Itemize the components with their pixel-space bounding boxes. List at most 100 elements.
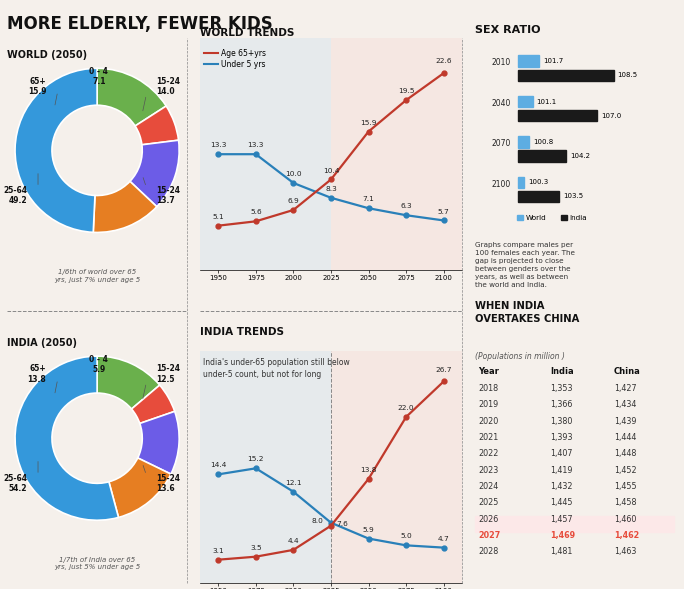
Text: 2040: 2040: [491, 99, 510, 108]
Text: 101.7: 101.7: [543, 58, 564, 64]
Text: 4.4: 4.4: [287, 538, 299, 544]
Text: 25-64
49.2: 25-64 49.2: [3, 186, 27, 205]
Text: 15.2: 15.2: [248, 456, 264, 462]
Text: 1,427: 1,427: [614, 384, 637, 393]
Wedge shape: [137, 411, 179, 474]
Wedge shape: [135, 106, 179, 145]
Text: 15-24
13.6: 15-24 13.6: [156, 474, 180, 493]
Bar: [518, 70, 614, 81]
Text: 100.3: 100.3: [528, 179, 548, 186]
Text: WORLD (2050): WORLD (2050): [7, 50, 87, 60]
Text: 5.1: 5.1: [212, 214, 224, 220]
Text: 1,439: 1,439: [614, 416, 637, 425]
Bar: [518, 136, 529, 148]
Text: 2022: 2022: [479, 449, 499, 458]
Wedge shape: [97, 68, 166, 126]
Text: 1,353: 1,353: [550, 384, 573, 393]
Legend: Age 65+yrs, Under 5 yrs: Age 65+yrs, Under 5 yrs: [204, 49, 266, 68]
Text: INDIA TRENDS: INDIA TRENDS: [200, 327, 285, 336]
Text: 13.3: 13.3: [210, 143, 226, 148]
Text: 1,452: 1,452: [614, 465, 637, 475]
Text: 7.1: 7.1: [363, 196, 374, 202]
Text: 13.3: 13.3: [248, 143, 264, 148]
Bar: [331, 351, 462, 583]
Bar: [475, 516, 674, 532]
Wedge shape: [97, 356, 159, 409]
Text: 15.9: 15.9: [360, 120, 377, 125]
Wedge shape: [15, 356, 118, 520]
Text: 15-24
12.5: 15-24 12.5: [156, 365, 180, 384]
Text: 4.7: 4.7: [438, 535, 449, 542]
Text: 25-64
54.2: 25-64 54.2: [3, 474, 27, 493]
Text: 22.0: 22.0: [398, 405, 415, 411]
Text: 15-24
13.7: 15-24 13.7: [156, 186, 180, 205]
Text: 1,463: 1,463: [614, 547, 636, 557]
Text: 1,460: 1,460: [614, 515, 636, 524]
Legend: World, India: World, India: [514, 212, 590, 224]
Text: 2023: 2023: [479, 465, 499, 475]
Bar: [200, 351, 331, 583]
Text: 5.9: 5.9: [363, 527, 374, 532]
Wedge shape: [130, 140, 179, 207]
Text: 100.8: 100.8: [534, 139, 553, 145]
Text: 2018: 2018: [479, 384, 499, 393]
Text: 65+
13.8: 65+ 13.8: [27, 365, 47, 384]
Text: 1,434: 1,434: [614, 400, 636, 409]
Text: 103.5: 103.5: [563, 193, 583, 200]
Text: 2019: 2019: [479, 400, 499, 409]
Wedge shape: [93, 181, 157, 233]
Text: 65+
15.9: 65+ 15.9: [28, 77, 47, 96]
Text: China: China: [614, 368, 641, 376]
Text: 5.7: 5.7: [438, 209, 449, 214]
Text: 2070: 2070: [491, 139, 510, 148]
Text: 1,407: 1,407: [550, 449, 573, 458]
Text: MORE ELDERLY, FEWER KIDS: MORE ELDERLY, FEWER KIDS: [7, 15, 273, 33]
Text: 1,445: 1,445: [550, 498, 573, 507]
Text: 2100: 2100: [491, 180, 510, 188]
Text: 19.5: 19.5: [398, 88, 415, 94]
Text: 12.1: 12.1: [285, 480, 302, 486]
Text: Graphs compare males per
100 females each year. The
gap is projected to close
be: Graphs compare males per 100 females eac…: [475, 242, 575, 288]
Text: 13.8: 13.8: [360, 467, 377, 473]
Text: 1,419: 1,419: [550, 465, 573, 475]
Text: (Populations in million ): (Populations in million ): [475, 352, 564, 361]
Text: 2010: 2010: [491, 58, 510, 67]
Bar: [518, 177, 524, 188]
Text: 1/6th of world over 65
yrs, just 7% under age 5: 1/6th of world over 65 yrs, just 7% unde…: [54, 269, 140, 283]
Text: 0 - 4
7.1: 0 - 4 7.1: [90, 67, 108, 86]
Bar: [331, 38, 462, 270]
Bar: [518, 150, 566, 161]
Text: 1,462: 1,462: [614, 531, 640, 540]
Text: 2020: 2020: [479, 416, 499, 425]
Bar: [518, 110, 597, 121]
Bar: [518, 96, 533, 107]
Text: 107.0: 107.0: [601, 112, 621, 118]
Text: 10.4: 10.4: [323, 167, 339, 174]
Text: INDIA (2050): INDIA (2050): [7, 338, 77, 348]
Text: 15-24
14.0: 15-24 14.0: [156, 77, 180, 96]
Text: 6.3: 6.3: [400, 203, 412, 209]
Text: 2028: 2028: [479, 547, 499, 557]
Text: 1,366: 1,366: [550, 400, 573, 409]
Text: Year: Year: [479, 368, 499, 376]
Text: 1,458: 1,458: [614, 498, 637, 507]
Text: 1,432: 1,432: [550, 482, 573, 491]
Text: 1/7th of India over 65
yrs, just 5% under age 5: 1/7th of India over 65 yrs, just 5% unde…: [54, 557, 140, 570]
Text: 2026: 2026: [479, 515, 499, 524]
Wedge shape: [15, 68, 97, 232]
Text: 6.9: 6.9: [287, 198, 300, 204]
Text: 1,444: 1,444: [614, 433, 636, 442]
Text: 14.4: 14.4: [210, 462, 226, 468]
Text: 1,481: 1,481: [550, 547, 573, 557]
Text: WORLD TRENDS: WORLD TRENDS: [200, 28, 295, 38]
Bar: [518, 55, 539, 67]
Bar: [518, 191, 559, 202]
Text: 26.7: 26.7: [436, 367, 452, 373]
Text: 10.0: 10.0: [285, 171, 302, 177]
Text: 1,380: 1,380: [550, 416, 573, 425]
Text: 3.1: 3.1: [212, 548, 224, 554]
Text: 1,448: 1,448: [614, 449, 636, 458]
Text: 8.3: 8.3: [325, 186, 337, 192]
Text: India: India: [550, 368, 574, 376]
Bar: [200, 38, 331, 270]
